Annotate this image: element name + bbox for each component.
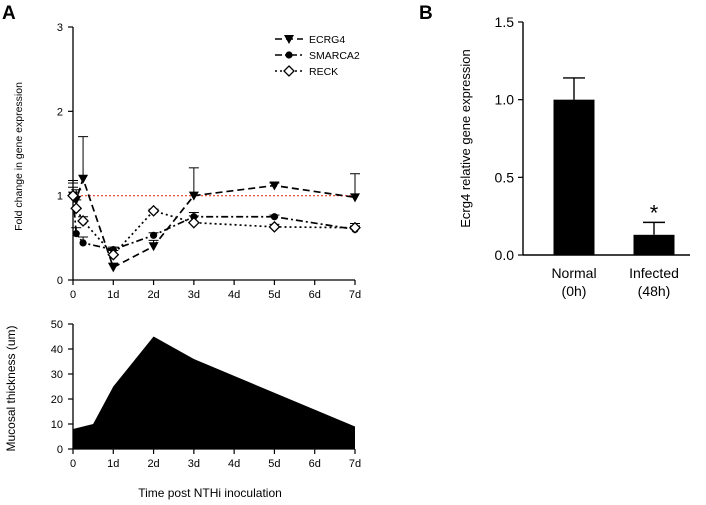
y-tick-label: 1 <box>57 191 63 203</box>
x-tick-label: 3d <box>188 458 200 470</box>
data-point <box>268 220 281 233</box>
x-tick-label: 3d <box>188 289 200 301</box>
mucosal-thickness-axes: 0 10 20 30 40 50 0 1d 2d 3d 4d 5d 6d 7d Mucosal thickn… <box>4 319 361 500</box>
data-point <box>283 65 295 77</box>
x-tick-label: 5d <box>268 458 280 470</box>
data-point <box>67 189 79 202</box>
y-tick-label: 10 <box>51 419 63 431</box>
category-label: Infected <box>629 265 679 281</box>
panel-label-a: A <box>2 3 16 24</box>
ecrg4-bar-chart: 0.0 0.5 1.0 1.5 Ecrg4 relative gene expressi… <box>458 14 690 299</box>
legend: ECRG4 SMARCA2 RECK <box>275 34 360 78</box>
mucosal-thickness-chart: 0 10 20 30 40 50 0 1d 2d 3d 4d 5d 6d 7d Mucosal thickn… <box>4 319 361 500</box>
data-point <box>149 231 158 239</box>
y-tick-label: 30 <box>51 369 63 381</box>
fold-change-series <box>67 136 361 273</box>
x-tick-label: 0 <box>70 289 76 301</box>
bar-normal <box>553 99 595 256</box>
x-tick-label: 2d <box>147 289 159 301</box>
data-point <box>349 221 361 234</box>
y-tick-label: 0 <box>57 275 63 287</box>
mucosal-thickness-area <box>73 336 355 449</box>
mucosal-thickness-area-group <box>73 336 355 449</box>
series-reck <box>67 179 361 261</box>
category-label: Normal <box>551 265 596 281</box>
y-tick-label: 3 <box>57 22 63 34</box>
y-tick-label: 0.5 <box>495 169 515 185</box>
x-tick-label: 0 <box>70 458 76 470</box>
y-tick-label: 20 <box>51 394 63 406</box>
y-axis-label: Mucosal thickness (um) <box>4 325 18 451</box>
legend-label: SMARCA2 <box>309 50 360 62</box>
y-axis-label: Ecrg4 relative gene expression <box>458 49 473 228</box>
x-tick-label: 4d <box>228 289 240 301</box>
series-smarca2 <box>68 186 360 254</box>
data-point <box>108 263 119 273</box>
y-tick-label: 40 <box>51 344 63 356</box>
y-axis-label: Fold change in gene expression <box>13 82 25 231</box>
x-tick-label: 4d <box>228 458 240 470</box>
data-point <box>78 174 89 184</box>
x-tick-label: 6d <box>309 458 321 470</box>
y-tick-label: 50 <box>51 319 63 331</box>
legend-label: ECRG4 <box>309 34 345 46</box>
data-point <box>77 215 89 227</box>
data-point <box>147 204 160 217</box>
legend-label: RECK <box>309 66 338 78</box>
bar-infected <box>633 234 675 255</box>
y-tick-label: 0 <box>57 444 63 456</box>
fold-change-axes: 0 1 2 3 0 1d 2d 3d 4d 5d 6d 7d Fold change in gene e… <box>13 22 361 301</box>
data-point <box>284 35 294 44</box>
data-point <box>79 239 87 247</box>
data-point <box>270 213 279 221</box>
x-axis-label: Time post NTHi inoculation <box>138 486 282 500</box>
category-sublabel: (0h) <box>562 283 587 299</box>
bars: Normal (0h) * Infected (48h) <box>551 77 679 299</box>
panel-label-b: B <box>419 3 433 24</box>
data-point <box>107 248 120 261</box>
series-line <box>72 176 356 269</box>
data-point <box>269 181 280 191</box>
series-line <box>72 195 356 256</box>
data-point <box>72 230 80 238</box>
y-tick-label: 1.5 <box>495 14 515 30</box>
data-point <box>187 216 200 229</box>
data-point <box>148 242 159 252</box>
fold-change-chart: 0 1 2 3 0 1d 2d 3d 4d 5d 6d 7d Fold change in gene e… <box>13 22 361 301</box>
category-sublabel: (48h) <box>638 283 671 299</box>
data-point <box>70 202 83 215</box>
significance-marker: * <box>650 200 659 225</box>
y-tick-label: 1.0 <box>495 92 515 108</box>
y-tick-label: 2 <box>57 106 63 118</box>
x-tick-label: 1d <box>107 458 119 470</box>
x-tick-label: 5d <box>268 289 280 301</box>
x-tick-label: 7d <box>349 458 361 470</box>
series-line <box>72 195 356 251</box>
data-point <box>188 191 199 201</box>
data-point <box>350 193 360 203</box>
y-tick-label: 0.0 <box>495 247 515 263</box>
x-tick-label: 7d <box>349 289 361 301</box>
x-tick-label: 6d <box>309 289 321 301</box>
x-tick-label: 2d <box>147 458 159 470</box>
x-tick-label: 1d <box>107 289 119 301</box>
data-point <box>285 51 293 59</box>
